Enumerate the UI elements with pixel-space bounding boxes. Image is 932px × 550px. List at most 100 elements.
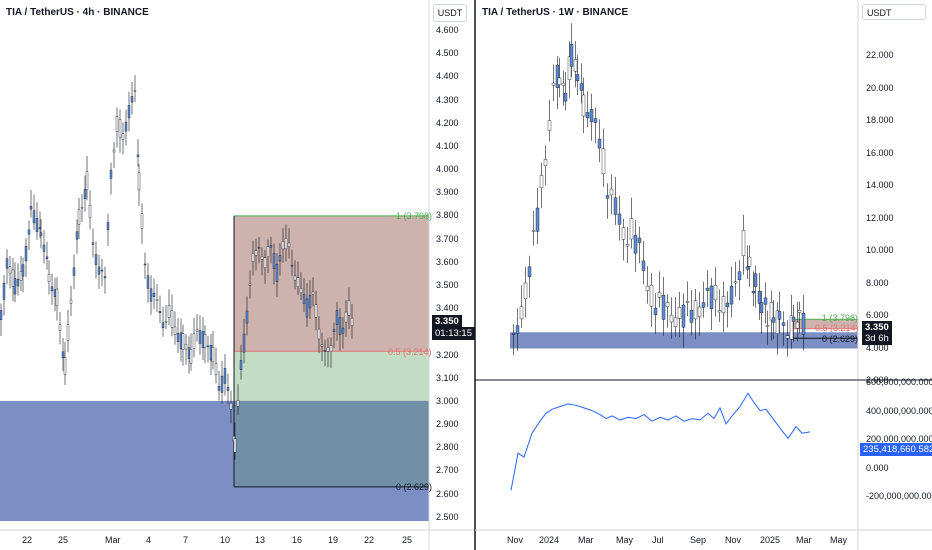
candle-body <box>66 324 70 341</box>
left-price-tick: 3.400 <box>436 303 459 314</box>
indicator-line <box>510 392 811 491</box>
candle-body <box>61 351 65 359</box>
candle-body <box>335 310 339 325</box>
candle-body <box>77 209 81 225</box>
left-time-tick: 4 <box>146 535 152 545</box>
weekly-candle-body <box>737 271 742 281</box>
left-price-tick: 4.500 <box>436 48 459 59</box>
candle-body <box>176 333 180 342</box>
candle-body <box>281 241 285 250</box>
candle-body <box>226 387 230 391</box>
candle-body <box>91 242 95 245</box>
weekly-candle-body <box>527 266 532 277</box>
weekly-candle-body <box>733 281 738 284</box>
candle-body <box>13 278 17 295</box>
left-price-tick: 3.000 <box>436 395 459 406</box>
candle-body <box>47 273 51 282</box>
weekly-candle-body <box>721 296 726 313</box>
weekly-candle-body <box>511 333 516 335</box>
candle-body <box>35 218 39 232</box>
weekly-candle-body <box>567 56 572 80</box>
candle-body <box>308 295 312 309</box>
weekly-candle-body <box>717 310 722 313</box>
candle-body <box>170 310 174 328</box>
weekly-candle-body <box>561 82 566 86</box>
weekly-candle-body <box>673 317 678 327</box>
left-price-tick: 2.700 <box>436 465 459 476</box>
right-chart-title: TIA / TetherUS · 1W · BINANCE <box>482 7 629 18</box>
candle-body <box>127 105 131 119</box>
right-currency-button[interactable]: USDT <box>862 4 926 20</box>
right-demand-zone <box>510 332 858 349</box>
weekly-candle-body <box>523 282 528 300</box>
left-countdown-tag: 01:13:15 <box>432 327 475 340</box>
candle-body <box>97 266 101 275</box>
right-price-tick: 8.000 <box>866 277 889 288</box>
candle-body <box>287 242 291 248</box>
left-currency-button[interactable]: USDT <box>433 4 467 22</box>
candle-body <box>211 347 215 363</box>
left-time-tick: 25 <box>58 535 69 545</box>
candle-body <box>251 253 255 262</box>
left-time-tick: Mar <box>105 535 121 545</box>
right-countdown-tag: 3d 6h <box>862 332 892 345</box>
right-time-tick: 2025 <box>760 535 781 545</box>
candle-body <box>24 246 28 262</box>
right-current-price-tag: 3.350 <box>862 321 892 334</box>
candle-body <box>2 283 6 300</box>
candle-body <box>72 267 76 276</box>
weekly-candle-body <box>569 43 574 67</box>
candle-body <box>21 264 25 277</box>
candle-body <box>317 328 321 340</box>
indicator-tick: 200,000,000.000 <box>866 434 932 444</box>
right-price-tick: 10.000 <box>866 245 894 255</box>
weekly-candle-body <box>621 227 626 240</box>
candle-body <box>229 403 233 410</box>
candle-body <box>341 327 345 334</box>
candle-body <box>85 171 89 191</box>
left-price-tick: 3.200 <box>436 349 459 360</box>
candle-body <box>42 244 46 252</box>
candle-body <box>223 368 227 384</box>
right-price-tick: 18.000 <box>866 115 894 125</box>
candle-body <box>296 277 300 287</box>
weekly-candle-body <box>669 314 674 323</box>
weekly-candle-body <box>795 321 800 329</box>
weekly-candle-body <box>609 188 614 196</box>
candle-body <box>236 399 240 407</box>
weekly-candle-body <box>617 213 622 225</box>
candle-body <box>39 232 43 236</box>
right-price-tick: 14.000 <box>866 180 894 190</box>
left-time-tick: 16 <box>292 535 303 545</box>
weekly-candle-body <box>789 315 794 340</box>
candle-body <box>143 263 147 266</box>
weekly-candle-body <box>589 109 594 123</box>
candle-body <box>164 321 168 323</box>
indicator-tick: 0.000 <box>866 462 889 473</box>
right-price-tick: 4.000 <box>866 342 889 353</box>
right-time-tick: May <box>616 535 634 545</box>
weekly-candle-body <box>629 218 634 240</box>
candle-body <box>137 172 141 191</box>
candle-body <box>5 258 9 269</box>
left-current-price-tag: 3.350 <box>432 315 462 328</box>
right-price-tick: 22.000 <box>866 50 894 60</box>
candle-body <box>332 329 336 332</box>
candle-body <box>203 334 207 348</box>
candle-body <box>167 305 171 318</box>
right-fib-label-05: 0.5 (3.214) <box>815 323 859 333</box>
left-time-tick: 22 <box>22 535 33 545</box>
weekly-candle-body <box>515 325 520 334</box>
left-price-tick: 2.500 <box>436 511 459 522</box>
candle-body <box>8 266 12 274</box>
weekly-candle-body <box>729 286 734 305</box>
candle-body <box>181 333 185 350</box>
candle-body <box>347 300 351 316</box>
right-time-tick: May <box>830 535 848 545</box>
left-price-tick: 2.600 <box>436 488 459 499</box>
right-fib-label-1: 1 (3.798) <box>822 313 859 323</box>
weekly-candle-body <box>585 112 590 118</box>
weekly-candle-body <box>637 237 642 243</box>
weekly-candle-body <box>555 64 560 88</box>
